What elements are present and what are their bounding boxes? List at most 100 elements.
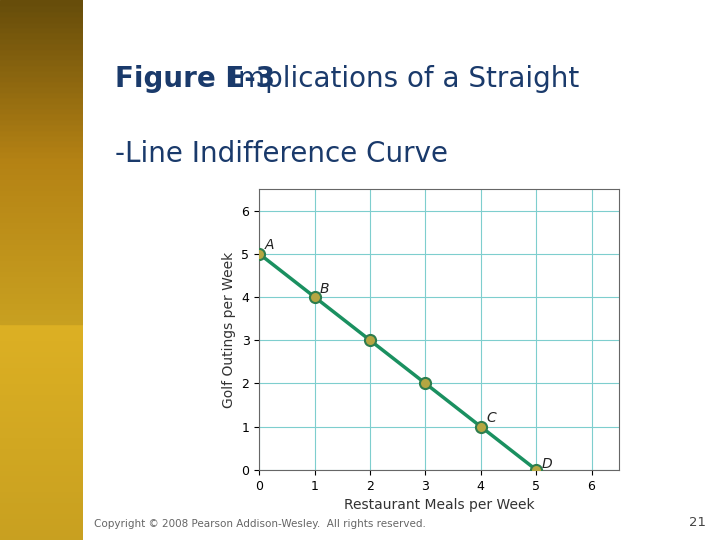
Bar [0,470,83,475]
Text: -Line Indifference Curve: -Line Indifference Curve [115,140,448,168]
Bar [0,32,83,38]
Bar [0,432,83,437]
Bar [0,130,83,135]
Bar [0,92,83,97]
Bar [0,205,83,211]
Bar [0,416,83,421]
Bar [0,535,83,540]
Bar [0,405,83,410]
Bar [0,389,83,394]
Bar [0,491,83,497]
Bar [0,265,83,270]
Bar [0,5,83,11]
Bar [0,38,83,43]
Text: B: B [320,282,330,296]
Bar [0,329,83,335]
Bar [0,459,83,464]
Bar [0,275,83,281]
Bar [0,162,83,167]
Bar [0,373,83,378]
Bar [0,248,83,254]
Bar [0,367,83,373]
Bar [0,178,83,184]
Bar [0,189,83,194]
Y-axis label: Golf Outings per Week: Golf Outings per Week [222,251,236,408]
Bar [0,124,83,130]
Bar [0,464,83,470]
Bar [0,11,83,16]
Text: Copyright © 2008 Pearson Addison-Wesley.  All rights reserved.: Copyright © 2008 Pearson Addison-Wesley.… [94,519,426,529]
Text: 21: 21 [688,516,706,529]
Bar [0,529,83,535]
Bar [0,243,83,248]
Bar [0,194,83,200]
Bar [0,113,83,119]
Bar [0,308,83,313]
Bar [0,400,83,405]
Bar [0,286,83,292]
Bar [0,513,83,518]
Bar [0,221,83,227]
Bar [0,167,83,173]
Bar [0,497,83,502]
Bar [0,518,83,524]
Bar [0,481,83,486]
Bar [0,49,83,54]
Bar [0,502,83,508]
Bar [0,108,83,113]
Bar [0,43,83,49]
Bar [0,119,83,124]
Text: A: A [265,239,274,253]
Bar [0,259,83,265]
Bar [0,324,83,329]
Bar [0,238,83,243]
Bar [0,27,83,32]
Bar [0,362,83,367]
Bar [0,443,83,448]
Bar [0,383,83,389]
Bar [0,97,83,103]
Bar [0,173,83,178]
Bar [0,59,83,65]
Bar [0,346,83,351]
Bar [0,427,83,432]
Bar [0,184,83,189]
Text: Implications of a Straight: Implications of a Straight [212,65,580,93]
Bar [0,351,83,356]
Bar [0,421,83,427]
X-axis label: Restaurant Meals per Week: Restaurant Meals per Week [344,498,534,512]
Bar [0,475,83,481]
Bar [0,394,83,400]
Bar [0,313,83,319]
Bar [0,292,83,297]
Bar [0,211,83,216]
Bar [0,270,83,275]
Bar [0,297,83,302]
Bar [0,335,83,340]
Bar [0,151,83,157]
Text: C: C [486,411,496,426]
Bar [0,76,83,81]
Bar [0,356,83,362]
Bar [0,319,83,324]
Bar [0,232,83,238]
Bar [0,448,83,454]
Text: Figure E-3: Figure E-3 [115,65,275,93]
Bar [0,65,83,70]
Bar [0,146,83,151]
Bar [0,524,83,529]
Bar [0,103,83,108]
Bar [0,410,83,416]
Bar [0,16,83,22]
Bar [0,281,83,286]
Text: D: D [541,457,552,471]
Bar [0,486,83,491]
Bar [0,0,83,5]
Bar [0,340,83,346]
Bar [0,86,83,92]
Bar [0,454,83,459]
Bar [0,157,83,162]
Bar [0,54,83,59]
Bar [0,378,83,383]
Bar [0,22,83,27]
